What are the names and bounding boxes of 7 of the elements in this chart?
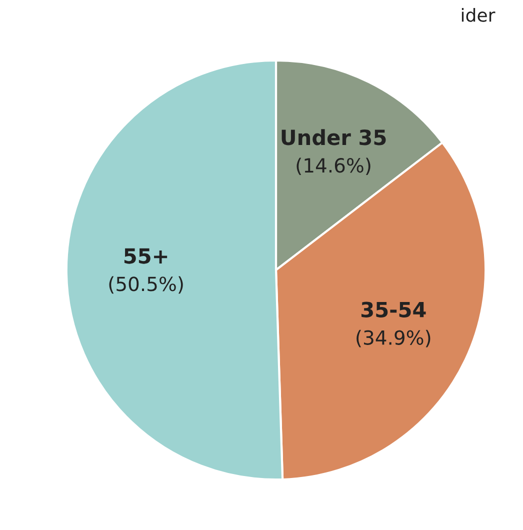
data-label: (34.9%) xyxy=(356,330,430,348)
slice-label: Under 35 xyxy=(282,129,386,146)
slice-label: 55+ xyxy=(124,248,168,264)
slice-label: 35-54 xyxy=(361,302,426,318)
data-label: (14.6%) xyxy=(296,158,370,176)
data-label: (50.5%) xyxy=(109,276,183,294)
text: ider xyxy=(462,8,496,22)
